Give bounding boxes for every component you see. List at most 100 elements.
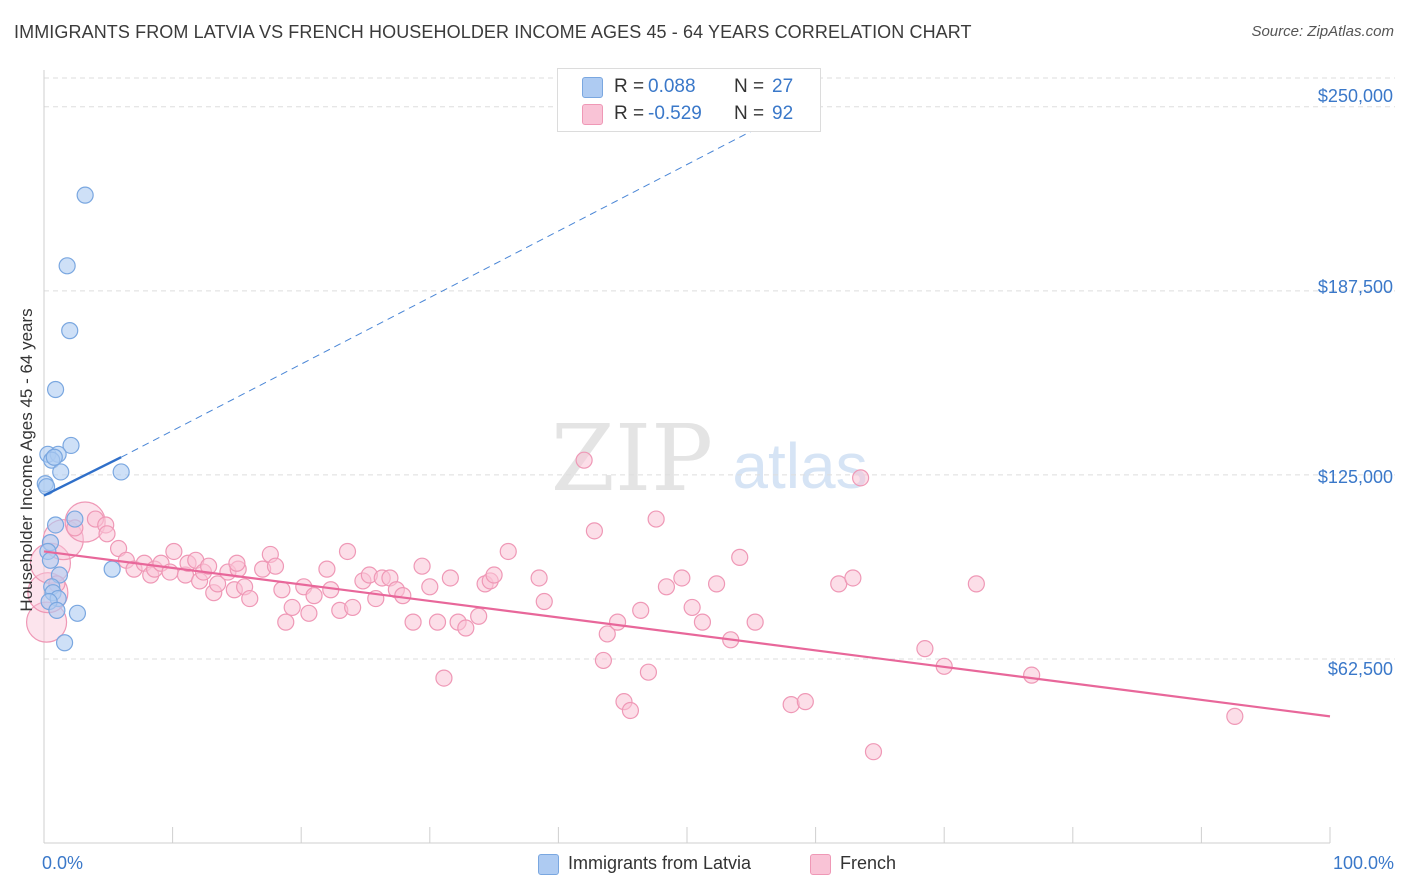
latvia-point bbox=[58, 257, 76, 275]
french-point bbox=[530, 569, 548, 587]
latvia-point bbox=[103, 560, 121, 578]
french-point bbox=[318, 560, 336, 578]
french-point bbox=[1023, 666, 1041, 684]
french-point bbox=[575, 451, 593, 469]
legend: Immigrants from Latvia French bbox=[0, 852, 1406, 876]
n-value: 92 bbox=[772, 103, 794, 124]
latvia-point bbox=[68, 604, 87, 622]
latvia-point bbox=[45, 448, 63, 466]
legend-label: Immigrants from Latvia bbox=[568, 853, 752, 873]
n-value: 27 bbox=[772, 76, 794, 97]
latvia-point bbox=[48, 601, 66, 619]
french-point bbox=[305, 587, 323, 605]
watermark-atlas: atlas bbox=[732, 430, 867, 502]
french-point bbox=[404, 613, 422, 631]
french-swatch bbox=[582, 104, 603, 125]
french-point bbox=[283, 598, 301, 617]
french-point bbox=[98, 525, 116, 543]
latvia-trend-line bbox=[43, 456, 122, 497]
legend-label: French bbox=[840, 853, 897, 873]
r-label: R = bbox=[614, 76, 645, 97]
french-trend-line bbox=[43, 550, 1331, 718]
french-point bbox=[585, 522, 604, 540]
legend-swatch-latvia bbox=[538, 854, 559, 875]
french-point bbox=[394, 587, 412, 605]
french-point bbox=[693, 613, 712, 631]
source-label: Source: ZipAtlas.com bbox=[1251, 23, 1394, 40]
latvia-point bbox=[66, 510, 84, 528]
latvia-swatch bbox=[582, 77, 603, 98]
french-point bbox=[535, 592, 553, 611]
latvia-point bbox=[46, 516, 65, 534]
french-point bbox=[457, 619, 475, 637]
french-point bbox=[598, 625, 616, 643]
trend-lines bbox=[43, 97, 1331, 718]
french-point bbox=[796, 693, 814, 711]
french-point bbox=[485, 566, 503, 584]
french-point bbox=[165, 542, 183, 561]
watermark-zip: ZIP bbox=[551, 405, 713, 512]
french-point bbox=[707, 575, 726, 593]
chart-title: IMMIGRANTS FROM LATVIA VS FRENCH HOUSEHO… bbox=[14, 22, 972, 42]
french-point bbox=[1226, 707, 1244, 725]
french-point bbox=[273, 581, 291, 599]
french-point bbox=[852, 469, 870, 487]
r-value: -0.529 bbox=[648, 103, 702, 124]
latvia-point bbox=[62, 436, 80, 455]
watermark: ZIP atlas bbox=[551, 405, 868, 512]
french-point bbox=[266, 557, 285, 575]
french-point bbox=[731, 548, 749, 566]
french-point bbox=[300, 604, 318, 622]
latvia-trend-extension bbox=[120, 97, 816, 458]
french-point bbox=[470, 607, 488, 625]
french-point bbox=[441, 569, 459, 587]
french-point bbox=[435, 669, 453, 687]
x-max-label: 100.0% bbox=[1332, 853, 1394, 873]
y-axis-label: Householder Income Ages 45 - 64 years bbox=[17, 308, 36, 612]
n-label: N = bbox=[734, 103, 765, 124]
french-point bbox=[864, 743, 883, 761]
french-point bbox=[844, 569, 862, 587]
french-point bbox=[499, 542, 517, 561]
x-min-label: 0.0% bbox=[42, 853, 84, 873]
french-point bbox=[916, 640, 934, 658]
french-point bbox=[413, 557, 431, 575]
french-point bbox=[621, 701, 640, 720]
french-point bbox=[338, 542, 357, 561]
latvia-point bbox=[46, 380, 65, 399]
french-point bbox=[344, 598, 362, 617]
french-point bbox=[241, 589, 259, 608]
french-point bbox=[782, 695, 800, 714]
latvia-point bbox=[55, 634, 74, 652]
french-point bbox=[647, 510, 665, 528]
latvia-point bbox=[112, 463, 130, 481]
french-point bbox=[228, 554, 246, 572]
french-point bbox=[673, 569, 691, 587]
y-tick-label: $187,500 bbox=[1317, 277, 1393, 297]
french-point bbox=[632, 601, 650, 619]
french-point bbox=[639, 663, 658, 681]
french-point bbox=[967, 575, 985, 593]
french-point bbox=[608, 613, 627, 631]
latvia-point bbox=[61, 322, 79, 340]
french-point bbox=[657, 578, 676, 596]
latvia-points bbox=[36, 186, 130, 652]
latvia-point bbox=[52, 463, 70, 481]
french-point bbox=[428, 613, 447, 631]
gridlines bbox=[44, 77, 1395, 660]
r-value: 0.088 bbox=[648, 76, 696, 97]
latvia-point bbox=[41, 551, 60, 569]
french-point bbox=[594, 651, 613, 670]
french-point bbox=[200, 557, 218, 575]
french-point bbox=[209, 575, 227, 593]
y-tick-label: $62,500 bbox=[1327, 659, 1393, 679]
n-label: N = bbox=[734, 76, 765, 97]
french-point bbox=[277, 613, 295, 631]
stats-box: R = 0.088 N = 27 R = -0.529 N = 92 bbox=[557, 68, 821, 132]
y-tick-label: $250,000 bbox=[1317, 86, 1393, 106]
french-point bbox=[746, 613, 764, 631]
r-label: R = bbox=[614, 103, 645, 124]
y-tick-label: $125,000 bbox=[1317, 467, 1393, 487]
french-point bbox=[683, 598, 701, 617]
